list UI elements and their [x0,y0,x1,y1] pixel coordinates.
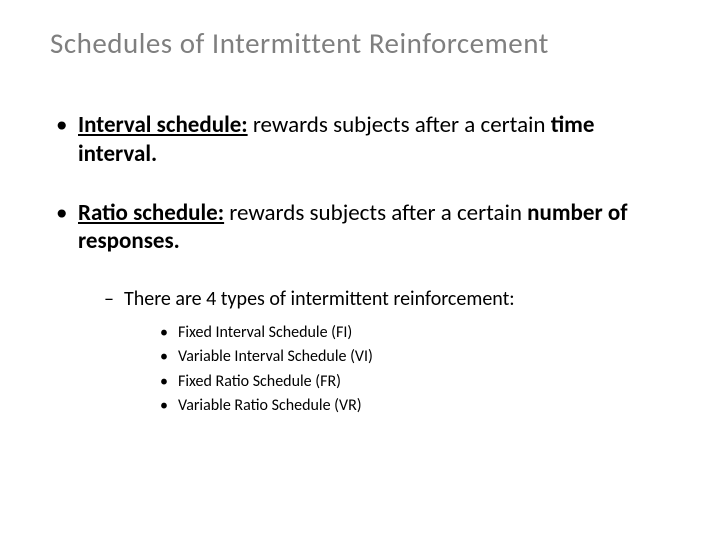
sub-intro-text: There are 4 types of intermittent reinfo… [124,287,515,311]
type-fixed-ratio: Fixed Ratio Schedule (FR) [160,371,670,393]
type-variable-ratio: Variable Ratio Schedule (VR) [160,395,670,417]
bullet-ratio-schedule: Ratio schedule: rewards subjects after a… [50,199,670,418]
main-bullet-list: Interval schedule: rewards subjects afte… [50,111,670,418]
ratio-desc: rewards subjects after a certain [224,199,527,227]
type-fixed-interval: Fixed Interval Schedule (FI) [160,322,670,344]
slide-title: Schedules of Intermittent Reinforcement [50,25,670,61]
sub-list: There are 4 types of intermittent reinfo… [78,286,670,418]
sub-intro: There are 4 types of intermittent reinfo… [104,286,670,418]
type-variable-interval: Variable Interval Schedule (VI) [160,346,670,368]
term-ratio: Ratio schedule: [78,199,224,227]
term-interval: Interval schedule: [78,111,248,139]
interval-desc: rewards subjects after a certain [248,111,551,139]
bullet-interval-schedule: Interval schedule: rewards subjects afte… [50,111,670,169]
types-list: Fixed Interval Schedule (FI) Variable In… [124,322,670,418]
